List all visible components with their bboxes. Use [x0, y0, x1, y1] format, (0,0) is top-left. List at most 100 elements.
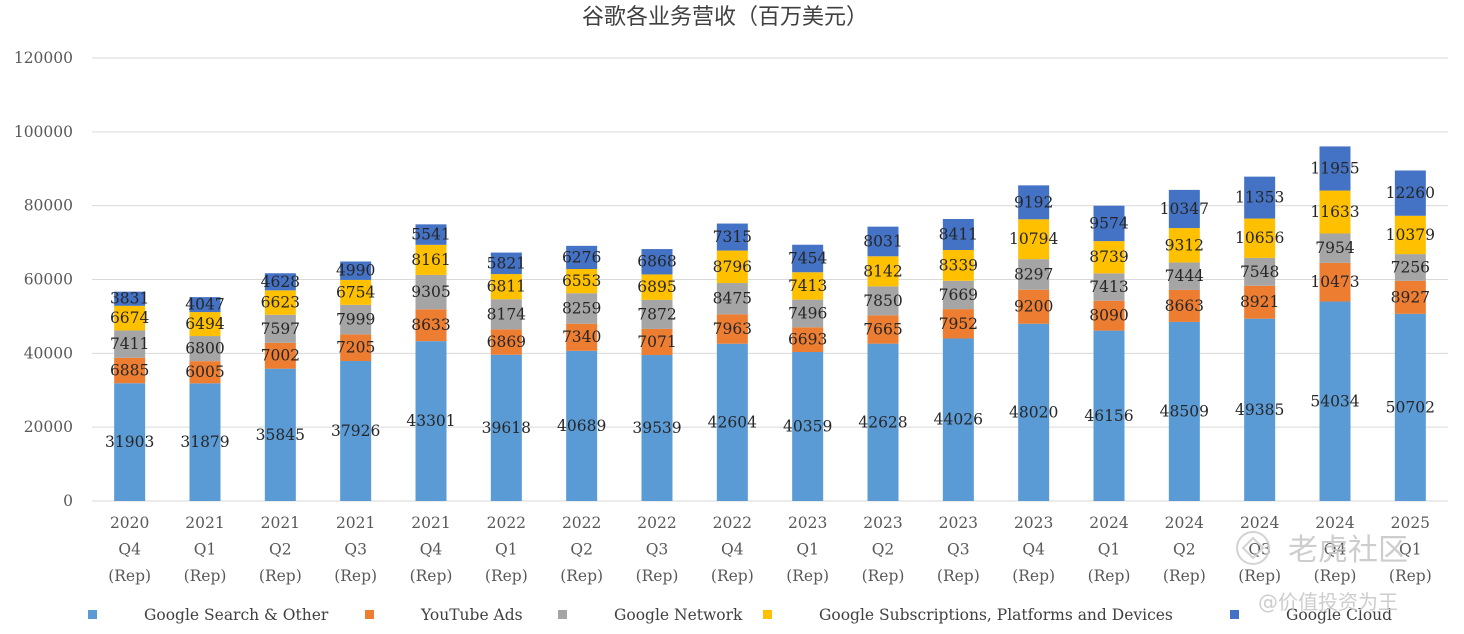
bar-segment: [340, 304, 372, 335]
data-label: 7411: [110, 335, 149, 353]
bar-segment: [792, 327, 824, 353]
data-label: 10794: [1009, 230, 1058, 248]
bar-segment: [1244, 257, 1276, 286]
bar-segment: [114, 291, 146, 306]
data-label: 6276: [562, 248, 601, 266]
bar-segment: [1394, 280, 1426, 314]
x-tick-label: Q3: [646, 541, 669, 559]
x-tick-label: 2024: [1165, 514, 1205, 532]
y-axis: 0 20000 40000 60000 80000 100000 120000: [14, 49, 73, 510]
bar-segment: [641, 355, 673, 501]
bar-segment: [189, 312, 221, 337]
data-label: 44026: [934, 411, 983, 429]
data-label: 6693: [788, 331, 827, 349]
data-label: 12260: [1386, 184, 1435, 202]
data-label: 40359: [783, 418, 832, 436]
data-label: 7205: [336, 339, 375, 357]
x-tick-label: (Rep): [1012, 567, 1055, 585]
data-label: 6623: [261, 294, 300, 312]
data-label: 7315: [713, 228, 752, 246]
legend-label: YouTube Ads: [420, 606, 523, 624]
data-label: 9200: [1014, 298, 1053, 316]
data-label: 6674: [110, 309, 150, 327]
bar-segment: [340, 334, 372, 361]
x-tick-label: (Rep): [1314, 567, 1357, 585]
bar-segment: [1093, 273, 1125, 301]
bar-segment: [867, 256, 899, 287]
data-label: 8411: [939, 225, 978, 243]
x-tick-label: Q2: [872, 541, 895, 559]
bar-segment: [792, 299, 824, 328]
x-tick-label: (Rep): [1163, 567, 1206, 585]
x-tick-label: (Rep): [1238, 567, 1281, 585]
bar-segment: [566, 323, 598, 351]
bar-segment: [792, 352, 824, 501]
data-label: 8475: [713, 290, 752, 308]
watermark-author: @价值投资为王: [1258, 590, 1398, 614]
bar-segment: [1018, 289, 1050, 324]
data-label: 48020: [1009, 403, 1058, 421]
x-tick-label: Q3: [947, 541, 970, 559]
data-label: 35845: [256, 426, 305, 444]
x-tick-label: 2024: [1240, 514, 1280, 532]
data-label: 10347: [1160, 200, 1209, 218]
data-label: 7952: [939, 315, 978, 333]
bar-segment: [1093, 205, 1125, 242]
watermark: 老虎社区 @价值投资为王: [1236, 531, 1408, 614]
y-tick-label: 0: [63, 492, 73, 510]
bar-segment: [1244, 285, 1276, 319]
bar-segment: [716, 223, 748, 251]
data-label: 6553: [562, 272, 601, 290]
x-tick-label: (Rep): [259, 567, 302, 585]
bar-segment: [792, 244, 824, 273]
legend-swatch: [88, 610, 97, 619]
data-label: 31903: [105, 433, 154, 451]
data-label: 39618: [482, 419, 531, 437]
legend-swatch: [1230, 610, 1239, 619]
x-tick-label: (Rep): [1088, 567, 1131, 585]
data-label: 5821: [487, 254, 526, 272]
bar-segment: [415, 341, 447, 501]
bar-segment: [867, 343, 899, 501]
data-label: 8796: [713, 258, 752, 276]
x-tick-label: 2025: [1391, 514, 1430, 532]
x-tick-label: (Rep): [485, 567, 528, 585]
data-label: 9192: [1014, 193, 1053, 211]
data-label: 37926: [331, 422, 380, 440]
bar-segment: [264, 314, 296, 343]
data-label: 10656: [1235, 229, 1284, 247]
bar-segment: [942, 250, 974, 281]
x-tick-label: (Rep): [1389, 567, 1432, 585]
data-label: 10379: [1386, 226, 1435, 244]
data-label: 8663: [1165, 297, 1204, 315]
x-tick-label: 2022: [713, 514, 752, 532]
bar-segment: [415, 244, 447, 275]
x-tick-label: 2021: [411, 514, 450, 532]
bar-segment: [716, 343, 748, 501]
bar-segment: [1244, 318, 1276, 501]
bar-segment: [1168, 262, 1200, 290]
data-label: 31879: [180, 433, 229, 451]
data-label: 50702: [1386, 398, 1435, 416]
x-tick-label: 2021: [185, 514, 224, 532]
legend-label: Google Cloud: [1286, 606, 1392, 624]
bar-segment: [1168, 228, 1200, 263]
bar-segment: [942, 280, 974, 310]
y-tick-label: 60000: [24, 271, 73, 289]
bar-segment: [340, 261, 372, 280]
data-label: 40689: [557, 417, 606, 435]
x-tick-label: Q2: [1173, 541, 1196, 559]
legend-swatch: [365, 610, 374, 619]
x-tick-label: 2022: [562, 514, 601, 532]
x-tick-label: Q3: [344, 541, 367, 559]
x-tick-label: 2023: [788, 514, 827, 532]
data-label: 42604: [708, 413, 757, 431]
data-label: 8927: [1391, 288, 1430, 306]
data-label: 5541: [411, 226, 450, 244]
bar-segment: [1319, 301, 1351, 501]
x-tick-label: (Rep): [184, 567, 227, 585]
bar-segment: [1244, 176, 1276, 219]
bar-segment: [1093, 300, 1125, 331]
bar-segment: [1319, 190, 1351, 234]
legend-swatch: [558, 610, 567, 619]
